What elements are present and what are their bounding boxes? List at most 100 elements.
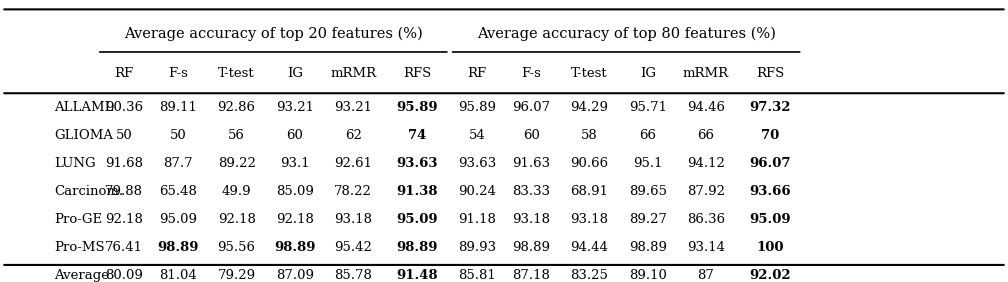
Text: Carcinom.: Carcinom. [54,185,123,198]
Text: 95.89: 95.89 [396,101,437,114]
Text: F-s: F-s [168,67,188,80]
Text: 95.09: 95.09 [159,213,198,226]
Text: 92.18: 92.18 [276,213,313,226]
Text: 80.09: 80.09 [105,269,143,282]
Text: Average accuracy of top 20 features (%): Average accuracy of top 20 features (%) [124,26,422,41]
Text: 50: 50 [170,129,186,142]
Text: F-s: F-s [521,67,541,80]
Text: 97.32: 97.32 [749,101,790,114]
Text: 87.09: 87.09 [276,269,313,282]
Text: 89.10: 89.10 [629,269,666,282]
Text: 95.71: 95.71 [629,101,666,114]
Text: 93.18: 93.18 [335,213,372,226]
Text: 95.89: 95.89 [458,101,496,114]
Text: 96.07: 96.07 [749,157,790,170]
Text: 83.25: 83.25 [571,269,609,282]
Text: 87.92: 87.92 [687,185,725,198]
Text: 79.88: 79.88 [105,185,143,198]
Text: RF: RF [468,67,487,80]
Text: 91.48: 91.48 [396,269,437,282]
Text: 98.89: 98.89 [274,241,316,254]
Text: 93.21: 93.21 [335,101,372,114]
Text: 91.38: 91.38 [396,185,437,198]
Text: 56: 56 [228,129,245,142]
Text: 58: 58 [581,129,598,142]
Text: 93.18: 93.18 [512,213,550,226]
Text: mRMR: mRMR [683,67,729,80]
Text: T-test: T-test [219,67,255,80]
Text: 94.29: 94.29 [571,101,609,114]
Text: ALLAML: ALLAML [54,101,114,114]
Text: mRMR: mRMR [331,67,376,80]
Text: 50: 50 [116,129,132,142]
Text: RFS: RFS [756,67,784,80]
Text: 89.93: 89.93 [458,241,496,254]
Text: 93.14: 93.14 [687,241,725,254]
Text: 74: 74 [408,129,426,142]
Text: 76.41: 76.41 [105,241,143,254]
Text: 85.09: 85.09 [276,185,313,198]
Text: 95.09: 95.09 [396,213,437,226]
Text: 66: 66 [639,129,656,142]
Text: 60: 60 [286,129,303,142]
Text: 87.7: 87.7 [163,157,194,170]
Text: 98.89: 98.89 [396,241,437,254]
Text: 93.1: 93.1 [280,157,309,170]
Text: 81.04: 81.04 [159,269,198,282]
Text: 66: 66 [698,129,715,142]
Text: 98.89: 98.89 [629,241,666,254]
Text: 68.91: 68.91 [571,185,609,198]
Text: 91.63: 91.63 [512,157,550,170]
Text: 60: 60 [523,129,539,142]
Text: 90.66: 90.66 [571,157,609,170]
Text: 91.18: 91.18 [458,213,496,226]
Text: 95.1: 95.1 [633,157,662,170]
Text: 96.07: 96.07 [512,101,550,114]
Text: 78.22: 78.22 [335,185,372,198]
Text: 92.18: 92.18 [218,213,256,226]
Text: 95.56: 95.56 [218,241,256,254]
Text: 92.86: 92.86 [218,101,256,114]
Text: 87.18: 87.18 [512,269,550,282]
Text: 83.33: 83.33 [512,185,550,198]
Text: 49.9: 49.9 [222,185,251,198]
Text: 95.09: 95.09 [749,213,790,226]
Text: 91.68: 91.68 [105,157,143,170]
Text: 79.29: 79.29 [218,269,256,282]
Text: 93.21: 93.21 [276,101,313,114]
Text: 87: 87 [698,269,715,282]
Text: 92.02: 92.02 [749,269,790,282]
Text: 98.89: 98.89 [512,241,550,254]
Text: 89.22: 89.22 [218,157,256,170]
Text: 89.11: 89.11 [159,101,198,114]
Text: 86.36: 86.36 [687,213,725,226]
Text: 85.81: 85.81 [458,269,496,282]
Text: 95.42: 95.42 [335,241,372,254]
Text: 89.27: 89.27 [629,213,666,226]
Text: RFS: RFS [403,67,431,80]
Text: 100: 100 [756,241,783,254]
Text: Average: Average [54,269,109,282]
Text: 94.44: 94.44 [571,241,609,254]
Text: Pro-GE: Pro-GE [54,213,102,226]
Text: Pro-MS: Pro-MS [54,241,105,254]
Text: 93.63: 93.63 [396,157,437,170]
Text: 93.66: 93.66 [749,185,790,198]
Text: GLIOMA: GLIOMA [54,129,113,142]
Text: 62: 62 [345,129,362,142]
Text: 92.61: 92.61 [335,157,372,170]
Text: Average accuracy of top 80 features (%): Average accuracy of top 80 features (%) [477,26,775,41]
Text: 98.89: 98.89 [157,241,199,254]
Text: IG: IG [287,67,303,80]
Text: LUNG: LUNG [54,157,96,170]
Text: 92.18: 92.18 [105,213,143,226]
Text: T-test: T-test [572,67,608,80]
Text: 90.24: 90.24 [458,185,496,198]
Text: 94.12: 94.12 [687,157,725,170]
Text: 93.63: 93.63 [458,157,496,170]
Text: 70: 70 [761,129,779,142]
Text: 93.18: 93.18 [571,213,609,226]
Text: 89.65: 89.65 [629,185,666,198]
Text: 54: 54 [469,129,485,142]
Text: RF: RF [115,67,134,80]
